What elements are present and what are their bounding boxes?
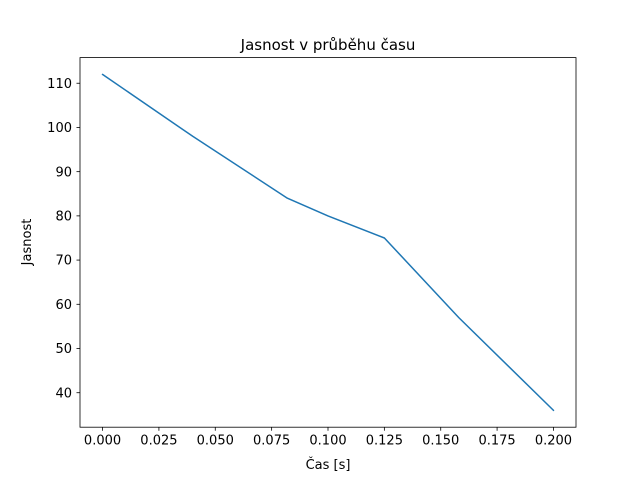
x-tick-label: 0.075 xyxy=(253,434,290,449)
y-tick-label: 100 xyxy=(47,121,72,136)
x-tick-label: 0.050 xyxy=(197,434,234,449)
y-axis-label: Jasnost xyxy=(20,219,35,267)
y-tick-label: 60 xyxy=(55,298,72,313)
x-tick-label: 0.175 xyxy=(478,434,515,449)
y-tick-label: 40 xyxy=(55,386,72,401)
x-tick-label: 0.150 xyxy=(422,434,459,449)
x-tick-label: 0.025 xyxy=(140,434,177,449)
x-tick-label: 0.000 xyxy=(84,434,121,449)
chart-title: Jasnost v průběhu času xyxy=(240,36,416,54)
x-tick-label: 0.200 xyxy=(535,434,572,449)
y-tick-label: 50 xyxy=(55,342,72,357)
y-tick-label: 110 xyxy=(47,77,72,92)
x-axis-label: Čas [s] xyxy=(306,457,351,473)
x-tick-label: 0.125 xyxy=(366,434,403,449)
y-tick-label: 80 xyxy=(55,209,72,224)
plot-border xyxy=(79,57,577,428)
x-tick-label: 0.100 xyxy=(309,434,346,449)
plot-area: 0.000 0.025 0.050 0.075 0.100 0.125 0.150 0.175… xyxy=(47,57,577,449)
data-line xyxy=(101,73,555,412)
y-tick-label: 70 xyxy=(55,254,72,269)
y-tick-label: 90 xyxy=(55,165,72,180)
